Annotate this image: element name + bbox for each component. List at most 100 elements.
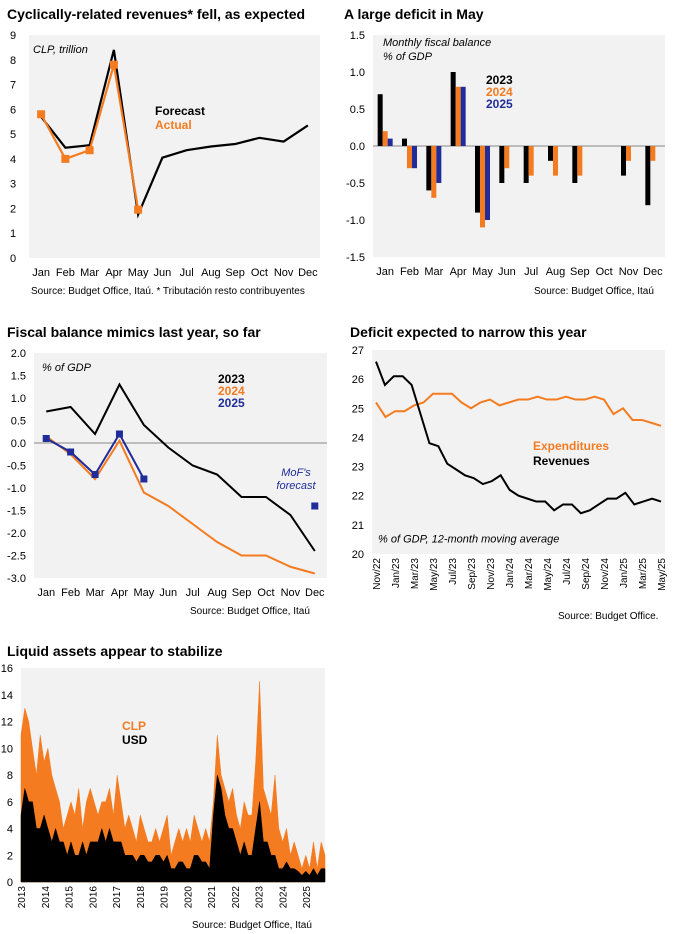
x-tick-label: Jun	[498, 266, 516, 278]
y-tick-label: 6	[7, 797, 13, 809]
x-tick-label: 2022	[231, 886, 242, 909]
x-tick-label: May/25	[657, 558, 668, 591]
series-line-expenditures	[375, 392, 662, 427]
unit-note: % of GDP, 12-month moving average	[378, 533, 559, 545]
x-tick-label: May	[472, 266, 493, 278]
forecast-point	[311, 502, 319, 510]
x-tick-label: Feb	[56, 267, 75, 279]
x-tick-label: Oct	[251, 267, 268, 279]
bar-2023	[523, 146, 529, 183]
x-tick-label: Jul	[180, 267, 194, 279]
x-tick-label: Jul/24	[562, 558, 573, 585]
x-tick-label: Jan/24	[505, 558, 516, 588]
x-tick-label: Apr	[105, 267, 122, 279]
x-tick-label: Jan	[376, 266, 394, 278]
y-tick-label: 26	[352, 374, 364, 386]
series-line-2024	[45, 435, 316, 575]
legend-usd: USD	[122, 733, 148, 747]
y-tick-label: -1.5	[346, 252, 365, 264]
x-tick-label: Jul	[524, 266, 538, 278]
x-tick-label: Nov/23	[486, 558, 497, 590]
x-tick-label: Jun	[154, 267, 172, 279]
bar-2024	[382, 131, 388, 146]
y-tick-label: 25	[352, 403, 364, 415]
bar-2025	[485, 146, 490, 220]
y-tick-label: 1.0	[11, 393, 26, 405]
bar-2023	[475, 146, 480, 213]
x-tick-label: Jul	[186, 587, 200, 599]
deficit-source: Source: Budget Office, Itaú	[534, 286, 654, 297]
x-tick-label: 2015	[65, 886, 76, 909]
y-tick-label: -3.0	[7, 573, 26, 585]
x-tick-label: 2013	[17, 886, 28, 909]
moving-avg-source: Source: Budget Office.	[558, 611, 659, 622]
y-tick-label: -2.5	[7, 551, 26, 563]
plot-area	[372, 350, 665, 554]
x-tick-label: Jul/23	[448, 558, 459, 585]
x-tick-label: 2024	[278, 886, 289, 909]
x-tick-label: Nov	[619, 266, 639, 278]
liquid-chart: 16 14 12 10 8 6 4 2 0 2013 2014 2015 2016 2017 2018 201…	[1, 663, 326, 909]
bar-2024	[504, 146, 510, 169]
deficit-title: A large deficit in May	[344, 6, 484, 22]
y-tick-label: 0.5	[350, 104, 365, 116]
y-tick-label: 3	[10, 179, 16, 191]
revenues-source: Source: Budget Office, Itaú. * Tributaci…	[31, 286, 305, 297]
bar-2023	[377, 94, 383, 146]
bar-2024	[480, 146, 485, 228]
y-tick-label: 1	[10, 228, 16, 240]
y-tick-label: -1.0	[346, 215, 365, 227]
x-tick-label: Aug	[201, 267, 221, 279]
legend-clp: CLP	[122, 719, 146, 733]
y-tick-label: 22	[352, 491, 364, 503]
bar-2024	[528, 146, 534, 176]
legend-2024: 2024	[218, 384, 245, 398]
x-tick-label: Aug	[546, 266, 566, 278]
y-tick-label: 0.0	[11, 438, 26, 450]
bar-2024	[626, 146, 631, 161]
x-tick-label: May	[128, 267, 149, 279]
x-tick-label: 2021	[207, 886, 218, 909]
legend-2024: 2024	[486, 85, 513, 99]
legend-forecast: Forecast	[155, 104, 205, 118]
revenues-chart: 0 1 2 3 4 5 6 7 8 9 Jan Feb Mar Apr May Jun Jul Aug Sep Oct…	[10, 30, 320, 279]
data-point	[109, 60, 118, 69]
legend-expenditures: Expenditures	[533, 439, 609, 453]
y-tick-label: 23	[352, 462, 364, 474]
y-tick-label: 0.0	[350, 141, 365, 153]
x-tick-label: 2019	[160, 886, 171, 909]
y-tick-label: -1.5	[7, 506, 26, 518]
x-tick-label: Mar/23	[410, 558, 421, 590]
x-tick-label: Apr	[111, 587, 128, 599]
x-tick-label: 2025	[302, 886, 313, 909]
x-tick-label: Jan/23	[391, 558, 402, 588]
x-tick-label: Nov/24	[600, 558, 611, 590]
data-point-2025	[91, 471, 99, 478]
bar-2023	[402, 138, 407, 146]
x-tick-label: Jan	[32, 267, 50, 279]
x-tick-label: May/23	[429, 558, 440, 591]
series-line-2023	[46, 382, 316, 552]
area-clp	[20, 681, 326, 883]
y-tick-label: 2.0	[11, 348, 26, 360]
x-tick-label: Jun	[159, 587, 177, 599]
y-tick-label: 7	[10, 80, 16, 92]
y-tick-label: 21	[352, 520, 364, 532]
x-tick-label: Feb	[61, 587, 80, 599]
legend-2025: 2025	[218, 396, 245, 410]
bar-2024	[431, 146, 437, 198]
x-tick-label: Nov	[274, 267, 294, 279]
y-tick-label: 1.5	[11, 371, 26, 383]
liquid-source: Source: Budget Office, Itaú	[192, 920, 312, 931]
bar-2024	[650, 146, 656, 161]
y-tick-label: 14	[1, 690, 13, 702]
x-tick-label: Mar	[80, 267, 99, 279]
y-tick-label: 5	[10, 129, 16, 141]
y-tick-label: 20	[352, 549, 364, 561]
bar-2023	[499, 146, 505, 183]
y-tick-label: 1.5	[350, 30, 365, 42]
x-tick-label: Dec	[643, 266, 663, 278]
moving-avg-title: Deficit expected to narrow this year	[350, 324, 587, 340]
y-tick-label: 2	[7, 850, 13, 862]
y-tick-label: 9	[10, 30, 16, 42]
